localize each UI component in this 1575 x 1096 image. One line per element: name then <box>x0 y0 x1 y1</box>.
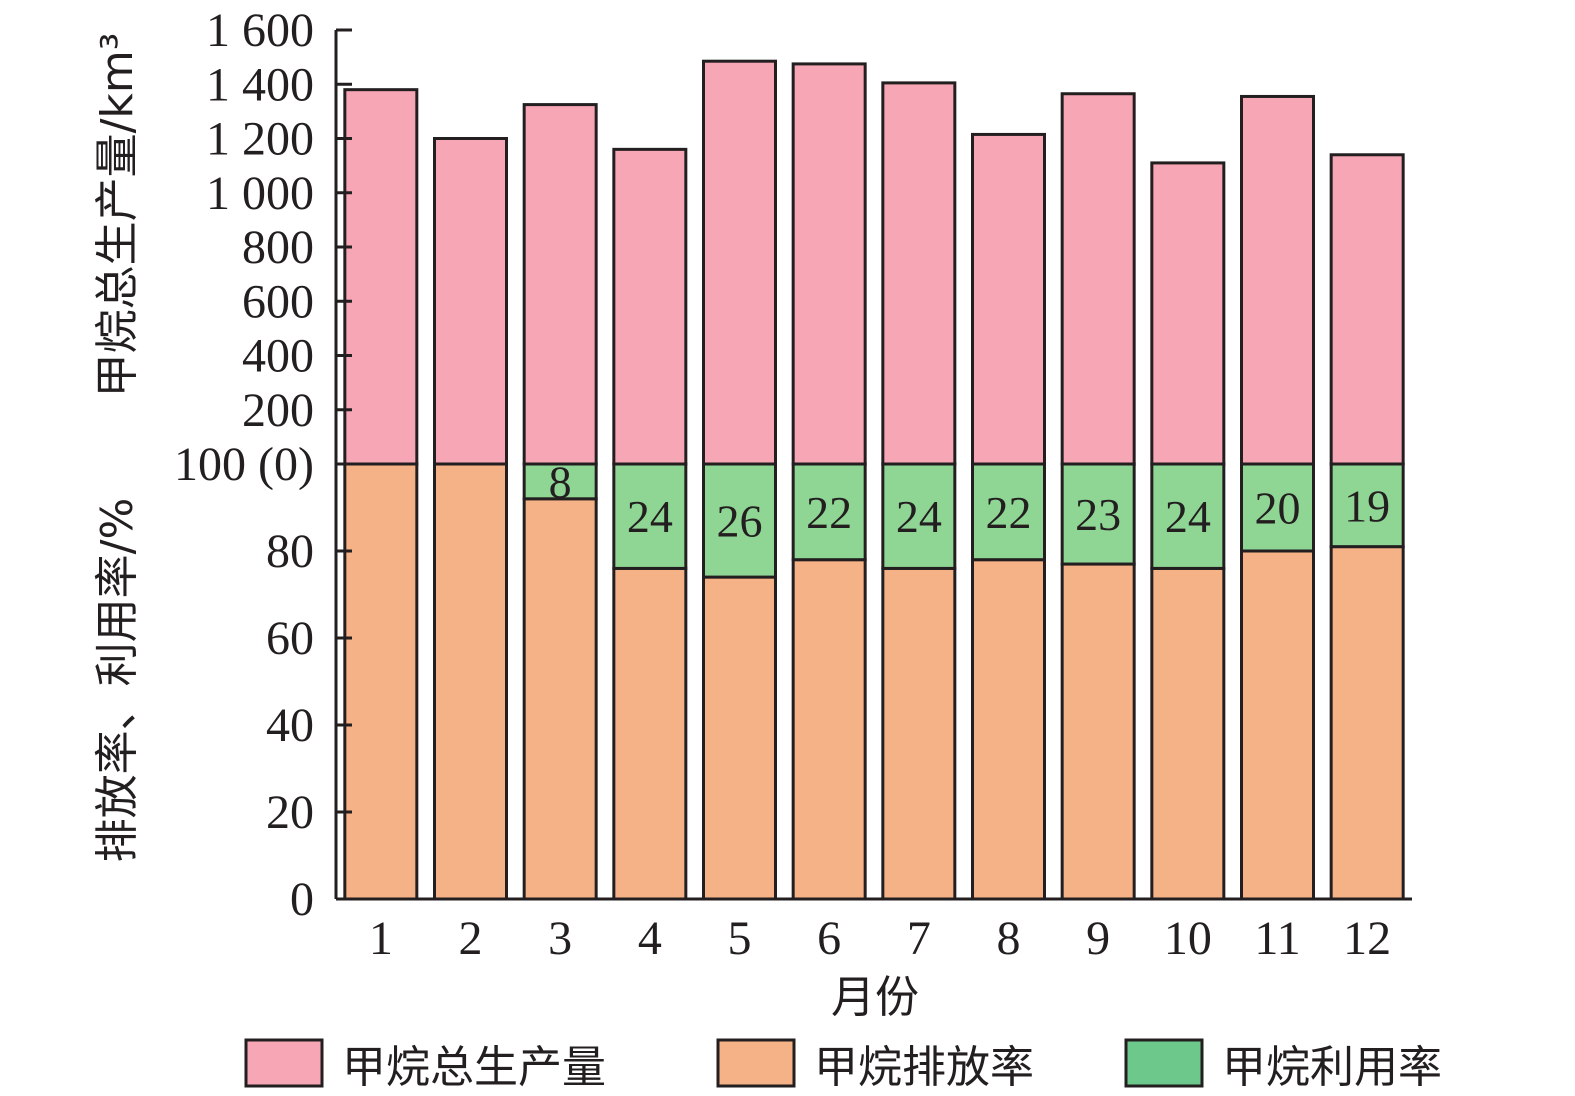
bar-production-9 <box>1060 92 1136 466</box>
x-tick-label-12: 12 <box>1343 912 1391 965</box>
bar-emission-10 <box>1150 566 1226 901</box>
y-axis-label-lower: 排放率、利用率/% <box>92 498 143 863</box>
y-tick-label-lower-80: 80 <box>266 525 314 578</box>
x-tick-label-10: 10 <box>1164 912 1212 965</box>
x-tick-label-9: 9 <box>1086 912 1110 965</box>
bar-emission-1 <box>343 462 419 901</box>
bar-production-6 <box>791 62 867 466</box>
x-tick-label-8: 8 <box>997 912 1021 965</box>
bar-utilization-9 <box>1060 462 1136 566</box>
y-tick-label-upper-1000: 1 000 <box>206 167 314 220</box>
bar-utilization-3 <box>522 462 598 501</box>
bar-production-5 <box>702 59 777 466</box>
data-label-utilization-4: 24 <box>627 491 673 542</box>
x-tick-label-7: 7 <box>907 912 931 965</box>
bar-utilization-10 <box>1150 462 1226 570</box>
data-label-utilization-10: 24 <box>1165 491 1211 542</box>
data-label-utilization-9: 23 <box>1075 489 1121 540</box>
bar-emission-3 <box>522 497 598 901</box>
bar-production-12 <box>1329 153 1405 466</box>
bar-utilization-12 <box>1329 462 1405 549</box>
y-tick-label-upper-1200: 1 200 <box>206 113 314 166</box>
bar-emission-6 <box>791 558 867 901</box>
data-label-utilization-11: 20 <box>1255 483 1301 534</box>
bar-emission-2 <box>433 462 508 901</box>
x-axis-label: 月份 <box>831 972 919 1023</box>
y-tick-label-upper-400: 400 <box>242 330 314 383</box>
bar-emission-7 <box>881 566 957 901</box>
legend: 甲烷总生产量 甲烷排放率 甲烷利用率 <box>244 1038 1442 1093</box>
legend-label-1: 甲烷总生产量 <box>342 1042 606 1093</box>
y-tick-label-upper-1600: 1 600 <box>206 4 314 57</box>
data-label-utilization-7: 24 <box>896 491 942 542</box>
bar-production-7 <box>881 81 957 466</box>
x-tick-label-2: 2 <box>459 912 483 965</box>
y-tick-label-lower-40: 40 <box>266 699 314 752</box>
bar-production-2 <box>433 137 508 466</box>
bar-emission-12 <box>1329 545 1405 901</box>
y-tick-label-lower-20: 20 <box>266 786 314 839</box>
data-label-utilization-3: 8 <box>549 456 572 507</box>
y-tick-label-upper-200: 200 <box>242 384 314 437</box>
bar-production-3 <box>522 103 598 466</box>
bar-production-1 <box>343 88 419 466</box>
bar-production-10 <box>1150 161 1226 466</box>
x-tick-label-11: 11 <box>1254 912 1300 965</box>
y-tick-label-lower-100: 100 (0) <box>174 438 314 491</box>
x-tick-label-4: 4 <box>638 912 662 965</box>
bar-utilization-6 <box>791 462 867 562</box>
bar-utilization-7 <box>881 462 957 570</box>
bar-utilization-8 <box>971 462 1046 562</box>
data-label-utilization-6: 22 <box>806 487 852 538</box>
bar-emission-4 <box>612 566 688 901</box>
legend-swatch-3 <box>1124 1038 1204 1088</box>
bar-utilization-11 <box>1240 462 1315 553</box>
bar-utilization-5 <box>702 462 777 579</box>
legend-label-3: 甲烷利用率 <box>1222 1042 1442 1093</box>
y-tick-label-upper-600: 600 <box>242 275 314 328</box>
legend-swatch-2 <box>716 1038 796 1088</box>
y-axis-label-upper: 甲烷总生产量/km³ <box>92 33 143 398</box>
bar-production-8 <box>971 132 1046 466</box>
bar-emission-9 <box>1060 562 1136 901</box>
bar-production-4 <box>612 147 688 466</box>
bar-utilization-4 <box>612 462 688 570</box>
labels-group: 1 283244265226247228239241020111912200400… <box>174 4 1391 965</box>
y-tick-label-upper-800: 800 <box>242 221 314 274</box>
x-tick-label-5: 5 <box>728 912 752 965</box>
x-tick-label-1: 1 <box>369 912 393 965</box>
bar-emission-5 <box>702 575 777 901</box>
bar-emission-8 <box>971 558 1046 901</box>
data-label-utilization-12: 19 <box>1344 480 1390 531</box>
x-tick-label-6: 6 <box>817 912 841 965</box>
x-tick-label-3: 3 <box>548 912 572 965</box>
bars-group <box>343 59 1405 901</box>
legend-swatch-1 <box>244 1038 324 1088</box>
bar-emission-11 <box>1240 549 1315 901</box>
data-label-utilization-8: 22 <box>986 487 1032 538</box>
y-tick-label-lower-60: 60 <box>266 612 314 665</box>
y-tick-label-lower-0: 0 <box>290 873 314 926</box>
axes-group <box>334 28 1412 901</box>
y-tick-label-upper-1400: 1 400 <box>206 58 314 111</box>
bar-production-11 <box>1240 94 1315 466</box>
data-label-utilization-5: 26 <box>717 496 763 547</box>
legend-label-2: 甲烷排放率 <box>814 1042 1034 1093</box>
